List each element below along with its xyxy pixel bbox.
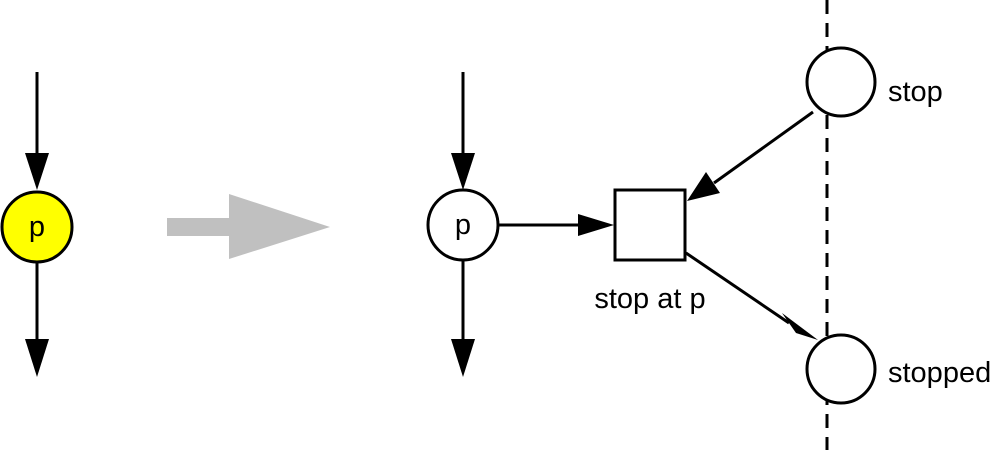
arc-transition-to-stopped [685, 251, 790, 325]
right-place-label: p [455, 209, 471, 241]
arc-p-to-transition-arrowhead [578, 214, 614, 236]
left-incoming-arrowhead [25, 153, 49, 190]
stop-place [805, 46, 877, 118]
transition-stop-at-p [613, 188, 687, 262]
right-net: p stop at p stop stopped [426, 0, 991, 450]
arc-transition-to-stopped-arrowhead [782, 313, 818, 340]
transformation-arrow [167, 194, 330, 259]
right-outgoing-arrowhead [451, 339, 475, 377]
right-incoming-arrowhead [451, 153, 475, 190]
stopped-place-label: stopped [888, 357, 991, 389]
left-net: p [0, 72, 74, 377]
stop-place-label: stop [888, 76, 943, 108]
stopped-place [805, 333, 877, 405]
arc-stop-to-transition [713, 110, 814, 185]
arc-stop-to-transition-arrowhead [687, 172, 720, 201]
left-place-label: p [29, 211, 45, 243]
transition-label: stop at p [594, 283, 705, 315]
left-outgoing-arrowhead [25, 339, 49, 377]
